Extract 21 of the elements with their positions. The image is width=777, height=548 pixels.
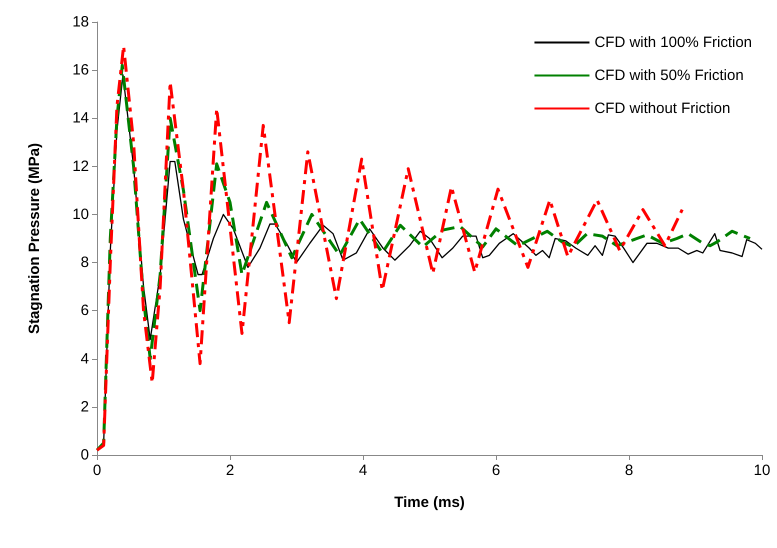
x-tick-label: 4: [358, 462, 368, 479]
y-tick-label: 10: [72, 206, 89, 223]
x-axis-title: Time (ms): [394, 494, 465, 511]
legend-label: CFD with 100% Friction: [594, 34, 752, 51]
x-tick-label: 6: [492, 462, 500, 479]
x-tick-label: 0: [92, 462, 102, 479]
legend-label: CFD without Friction: [594, 100, 730, 117]
y-tick-label: 18: [72, 14, 89, 30]
x-tick-label: 2: [226, 462, 234, 479]
y-tick-label: 6: [80, 302, 89, 320]
y-tick-label: 0: [80, 446, 89, 464]
y-tick-label: 8: [80, 254, 89, 272]
x-tick-label: 10: [754, 462, 770, 479]
y-tick-label: 4: [80, 350, 89, 368]
y-axis-title: Stagnation Pressure (MPa): [26, 143, 43, 334]
x-tick-label: 8: [624, 462, 634, 479]
y-tick-label: 14: [72, 110, 89, 127]
legend-label: CFD with 50% Friction: [594, 67, 744, 84]
y-tick-label: 16: [72, 62, 89, 79]
y-tick-label: 2: [80, 398, 89, 416]
y-tick-label: 12: [72, 158, 89, 175]
